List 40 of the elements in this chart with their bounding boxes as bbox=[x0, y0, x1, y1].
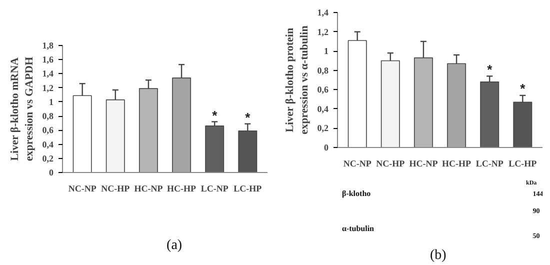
y-tick-label: 0,4 bbox=[42, 139, 54, 150]
y-tick-label: 1,8 bbox=[42, 40, 54, 50]
x-tick-label: NC-HP bbox=[376, 158, 406, 168]
x-tick-label: NC-NP bbox=[68, 184, 97, 194]
x-tick-label: HC-HP bbox=[167, 184, 197, 194]
text: (b) bbox=[430, 248, 447, 263]
text: β-klotho bbox=[342, 189, 371, 198]
y-tick-label: 0 bbox=[324, 142, 329, 152]
y-tick-label: 1 bbox=[324, 46, 329, 56]
y-tick-label: 0,2 bbox=[42, 153, 54, 164]
annotation: * bbox=[487, 62, 494, 77]
y-tick-label: 0,8 bbox=[42, 111, 54, 122]
y-tick-label: 0,6 bbox=[317, 84, 329, 95]
y-tick-label: 0,2 bbox=[317, 123, 329, 134]
text: (a) bbox=[166, 238, 182, 253]
y-tick-label: 1,4 bbox=[317, 8, 329, 18]
annotation: * bbox=[212, 108, 218, 123]
x-tick-label: HC-HP bbox=[442, 158, 472, 168]
y-axis-title: Liver β-klotho protein expression vs α-tubulin bbox=[284, 26, 310, 134]
y-tick-label: 1,2 bbox=[317, 26, 329, 37]
x-tick-label: LC-NP bbox=[200, 184, 229, 194]
x-tick-label: HC-NP bbox=[134, 184, 164, 194]
text: α-tubulin bbox=[342, 224, 375, 233]
y-tick-label: 0,6 bbox=[42, 125, 54, 136]
y-tick-label: 0,8 bbox=[317, 65, 329, 76]
annotation: * bbox=[520, 81, 526, 96]
y-axis-title: Liver β-klotho mRNA expression vs GAPDH bbox=[8, 56, 36, 162]
x-tick-label: NC-NP bbox=[343, 158, 372, 168]
annotation: * bbox=[245, 110, 252, 125]
y-tick-label: 1,6 bbox=[42, 54, 54, 65]
y-tick-label: 1,2 bbox=[42, 82, 54, 93]
y-tick-label: 1 bbox=[49, 96, 54, 107]
x-tick-label: LC-HP bbox=[234, 184, 262, 194]
y-tick-label: 0,4 bbox=[317, 104, 329, 114]
y-tick-label: 1,4 bbox=[42, 68, 54, 79]
x-tick-label: LC-NP bbox=[476, 158, 504, 168]
y-tick-label: 0 bbox=[49, 168, 54, 178]
x-tick-label: NC-HP bbox=[101, 184, 130, 194]
x-tick-label: HC-NP bbox=[409, 158, 438, 168]
x-tick-label: LC-HP bbox=[508, 158, 538, 168]
